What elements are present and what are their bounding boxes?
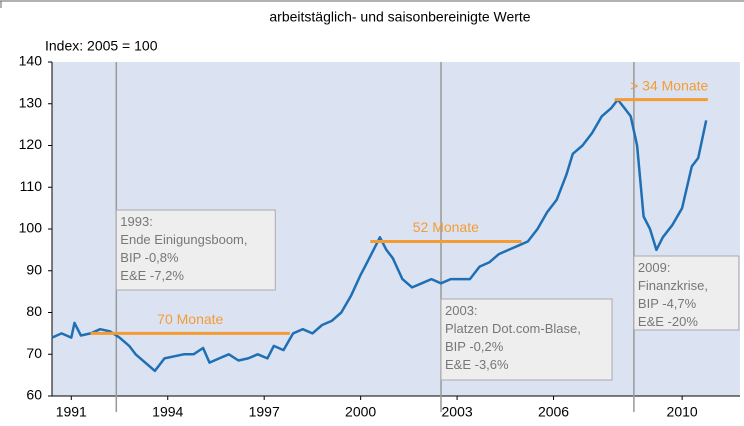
x-tick-label: 1991 [56,404,87,420]
annotation-box [115,209,276,291]
annotation-text: E&E -7,2% [120,268,184,283]
annotation-text: Ende Einigungsboom, [120,232,247,247]
y-tick-label: 90 [26,261,42,277]
x-tick-label: 2003 [442,404,473,420]
annotation-text: 1993: [120,214,153,229]
annotation-text: 2003: [445,303,478,318]
y-tick-label: 120 [19,136,43,152]
y-tick-label: 80 [26,303,42,319]
period-label: 52 Monate [413,219,479,235]
y-axis-label: Index: 2005 = 100 [45,38,158,54]
period-label: 70 Monate [157,311,223,327]
y-tick-label: 70 [26,345,42,361]
annotation-text: Platzen Dot.com-Blase, [445,321,581,336]
y-tick-label: 140 [19,53,43,69]
annotation-box [633,255,740,331]
annotation-text: E&E -3,6% [445,357,509,372]
y-tick-label: 130 [19,94,43,110]
x-tick-label: 2010 [667,404,698,420]
annotation-text: BIP -4,7% [638,296,697,311]
y-tick-label: 100 [19,220,43,236]
annotation-box [440,298,613,381]
period-label: > 34 Monate [630,77,708,93]
annotation-text: BIP -0,8% [120,250,179,265]
annotation-text: BIP -0,2% [445,339,504,354]
x-tick-label: 1994 [152,404,183,420]
y-tick-label: 110 [20,178,43,194]
series-line [51,98,708,373]
annotation-text: 2009: [638,260,671,275]
x-tick-label: 1997 [249,404,280,420]
y-tick-label: 60 [26,387,42,403]
annotation-text: Finanzkrise, [638,278,708,293]
x-tick-label: 2006 [538,404,569,420]
subtitle: arbeitstäglich- und saisonbereinigte Wer… [269,9,530,25]
x-tick-label: 2000 [345,404,376,420]
annotation-text: E&E -20% [638,314,698,329]
